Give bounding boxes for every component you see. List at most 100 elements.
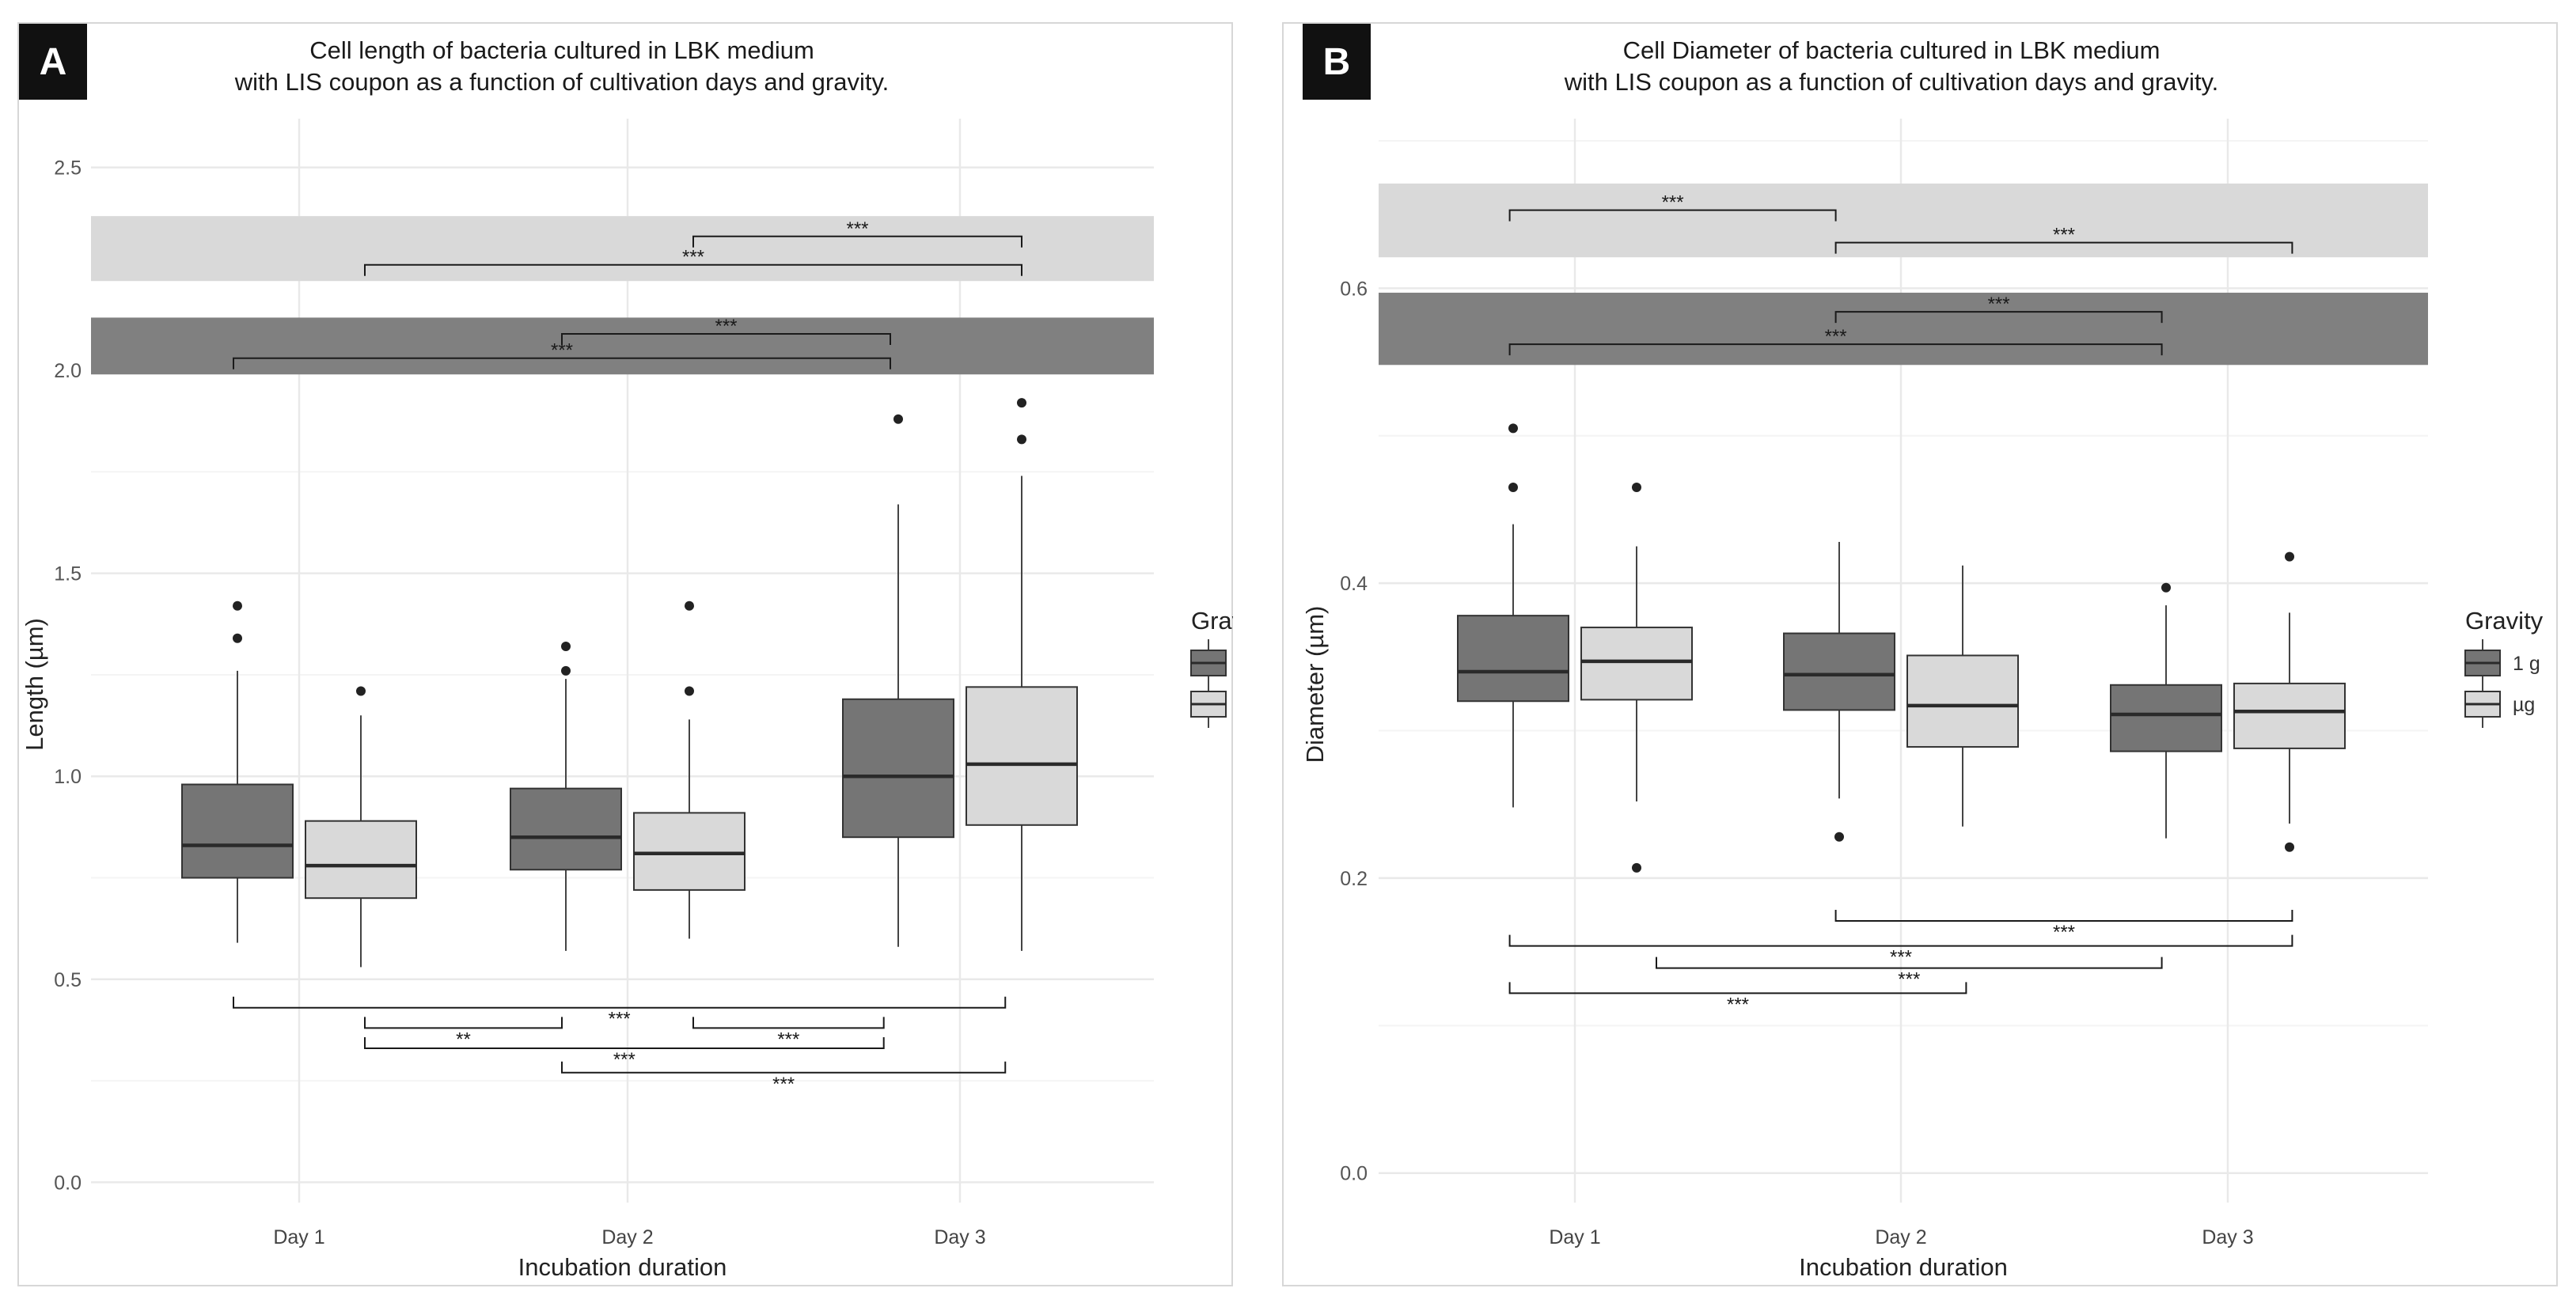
b-significance-band: [1379, 184, 2428, 258]
a-significance-bracket: [561, 332, 891, 345]
b-outlier-point: [1508, 482, 1518, 492]
a-x-tick-label: Day 3: [934, 1226, 985, 1248]
a-outlier-point: [233, 633, 242, 643]
panel-a-title-line2: with LIS coupon as a function of cultiva…: [234, 68, 890, 96]
a-y-tick-label: 1.0: [54, 766, 82, 788]
b-box: [1783, 632, 1895, 711]
panel-a-chart: 0.00.51.01.52.02.5***************** *****…: [21, 119, 1233, 1281]
b-box: [2233, 682, 2346, 749]
panel-b-title-line1: Cell Diameter of bacteria cultured in LB…: [1622, 36, 2161, 64]
b-significance-label: ***: [1890, 947, 1912, 968]
b-significance-bracket: [1508, 934, 2293, 947]
a-outlier-point: [1017, 434, 1026, 445]
b-significance-label: ***: [1662, 192, 1684, 214]
b-box: [1580, 627, 1693, 701]
b-outlier-point: [1508, 423, 1518, 434]
a-outlier-point: [356, 686, 366, 696]
a-outlier-point: [561, 642, 571, 652]
b-outlier-point: [2285, 551, 2294, 562]
panel-b-title: Cell Diameter of bacteria cultured in LB…: [1456, 35, 2327, 98]
a-significance-bracket: [233, 996, 1007, 1009]
a-y-tick-label: 0.5: [54, 969, 82, 991]
a-significance-label: **: [456, 1029, 471, 1050]
b-y-tick-label: 0.4: [1340, 573, 1368, 595]
a-significance-label: ***: [613, 1049, 635, 1070]
a-y-tick-label: 2.5: [54, 157, 82, 180]
b-significance-label: ***: [1825, 326, 1847, 347]
a-box: [181, 783, 294, 879]
a-x-tick-label: Day 1: [273, 1226, 324, 1248]
b-significance-bracket: [1508, 209, 1837, 222]
a-outlier-point: [561, 665, 571, 676]
b-y-tick-label: 0.0: [1340, 1163, 1368, 1185]
b-significance-bracket: [1508, 343, 2163, 356]
b-y-tick-label: 0.6: [1340, 278, 1368, 300]
panel-b-tag: B: [1303, 24, 1371, 100]
b-box: [1906, 654, 2019, 748]
b-significance-bracket: [1656, 957, 2163, 969]
b-outlier-point: [1834, 832, 1844, 842]
b-significance-band: [1379, 292, 2428, 366]
a-significance-bracket: [364, 263, 1022, 276]
b-y-axis-title: Diameter (µm): [1301, 606, 1329, 763]
panel-a-tag: A: [19, 24, 87, 100]
b-box: [2110, 684, 2222, 752]
b-outlier-point: [1632, 862, 1641, 873]
b-legend-label: µg: [2513, 694, 2535, 716]
a-outlier-point: [893, 414, 903, 424]
panel-a-title-line1: Cell length of bacteria cultured in LBK …: [309, 36, 814, 64]
a-box: [510, 787, 622, 871]
panel-b-title-line2: with LIS coupon as a function of cultiva…: [1564, 68, 2219, 96]
a-legend-title: Gravity: [1191, 607, 1233, 635]
a-significance-bracket: [692, 1017, 885, 1029]
b-significance-label: ***: [1988, 294, 2010, 315]
a-significance-label: ***: [715, 316, 737, 337]
a-significance-label: ***: [772, 1074, 795, 1095]
b-x-axis-title: Incubation duration: [1799, 1253, 2008, 1281]
a-significance-label: ***: [682, 247, 704, 268]
a-significance-label: ***: [551, 340, 573, 362]
a-significance-label: ***: [846, 218, 868, 240]
b-significance-label: ***: [1898, 969, 1920, 991]
a-significance-band: [91, 317, 1154, 375]
b-outlier-point: [2161, 582, 2171, 593]
b-significance-bracket: [1834, 241, 2293, 254]
a-significance-band: [91, 216, 1154, 282]
b-significance-bracket: [1834, 909, 2293, 922]
a-y-tick-label: 1.5: [54, 563, 82, 585]
b-legend-title: Gravity: [2465, 607, 2544, 635]
a-outlier-point: [685, 686, 694, 696]
b-y-tick-label: 0.2: [1340, 868, 1368, 890]
b-outlier-point: [1632, 482, 1641, 492]
b-x-tick-label: Day 3: [2202, 1226, 2253, 1248]
b-x-tick-label: Day 1: [1549, 1226, 1600, 1248]
a-significance-bracket: [364, 1017, 563, 1029]
a-x-axis-title: Incubation duration: [518, 1253, 727, 1281]
a-x-tick-label: Day 2: [601, 1226, 653, 1248]
a-y-axis-title: Length (µm): [21, 618, 48, 751]
b-legend-label: 1 g: [2513, 653, 2540, 675]
a-box: [305, 820, 417, 900]
a-y-tick-label: 2.0: [54, 360, 82, 382]
a-significance-bracket: [692, 235, 1022, 248]
b-significance-bracket: [1834, 311, 2163, 324]
a-outlier-point: [1017, 398, 1026, 408]
b-significance-label: ***: [2053, 225, 2075, 246]
panel-b-chart: 0.00.20.40.6************************Day …: [1301, 119, 2544, 1281]
b-significance-label: ***: [1727, 994, 1749, 1015]
a-significance-bracket: [233, 357, 891, 369]
b-box: [1457, 615, 1569, 703]
b-outlier-point: [2285, 842, 2294, 852]
a-significance-bracket: [561, 1061, 1007, 1074]
b-significance-label: ***: [2053, 922, 2075, 943]
a-significance-label: ***: [777, 1029, 799, 1050]
panel-a-title: Cell length of bacteria cultured in LBK …: [158, 35, 966, 98]
a-box: [842, 698, 954, 839]
b-x-tick-label: Day 2: [1875, 1226, 1926, 1248]
a-significance-bracket: [364, 1037, 885, 1050]
a-significance-label: ***: [609, 1009, 631, 1030]
a-box: [633, 812, 745, 891]
a-box: [966, 686, 1078, 826]
a-outlier-point: [685, 600, 694, 611]
b-significance-bracket: [1508, 982, 1967, 994]
